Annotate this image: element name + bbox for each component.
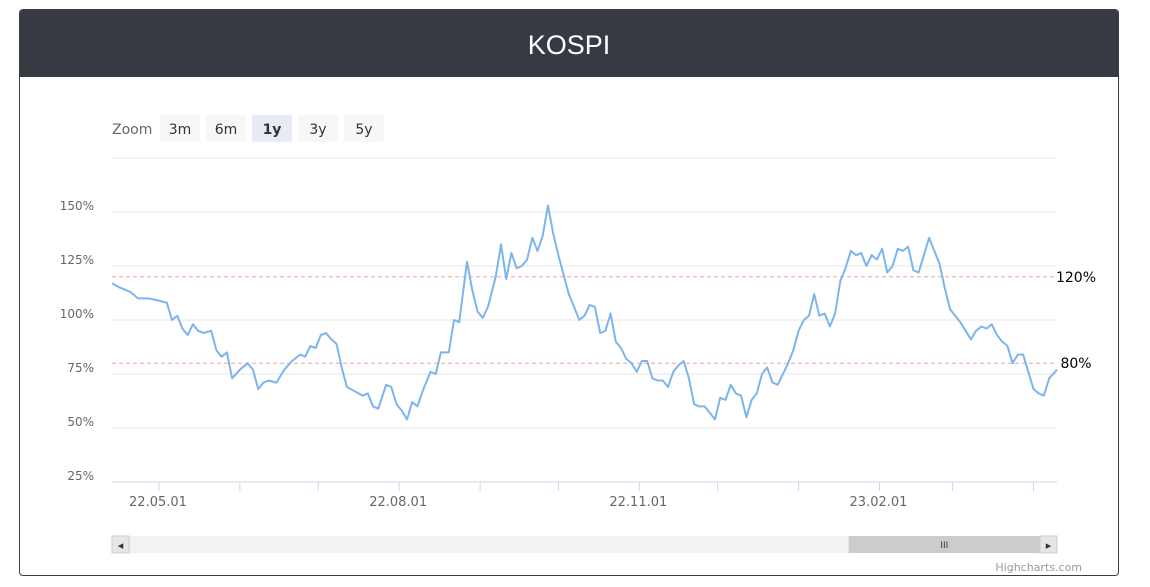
zoom-button-bg[interactable] (344, 115, 384, 142)
grid-lines (112, 157, 1057, 429)
zoom-button-label: 6m (215, 122, 238, 138)
zoom-button-label: 3m (169, 122, 192, 138)
zoom-button-label: 5y (355, 122, 372, 138)
series-line (111, 204, 1058, 421)
y-tick-label: 50% (67, 415, 94, 429)
scrollbar-grip-icon: III (940, 541, 948, 551)
zoom-button-3y[interactable]: 3y (298, 115, 338, 142)
plot-line-label: 80% (1060, 356, 1091, 372)
y-tick-label: 100% (60, 307, 94, 321)
x-tick-label: 22.11.01 (609, 495, 667, 510)
scroll-right-button[interactable] (1039, 535, 1058, 554)
y-tick-label: 75% (67, 361, 94, 375)
scroll-left-arrow-icon: ◂ (118, 539, 124, 552)
plot-lines: 120% 80% (112, 270, 1096, 372)
chart-title: KOSPI (20, 10, 1118, 77)
zoom-button-label: 1y (263, 122, 282, 138)
zoom-button-5y[interactable]: 5y (344, 115, 384, 142)
x-tick-label: 23.02.01 (850, 495, 908, 510)
x-tick-label: 22.05.01 (129, 495, 187, 510)
zoom-button-label: 3y (309, 122, 326, 138)
scroll-right-arrow-icon: ▸ (1046, 539, 1052, 552)
zoom-button-6m[interactable]: 6m (206, 115, 246, 142)
x-axis: 22.05.01 22.08.01 22.11.01 23.02.01 (112, 481, 1057, 510)
zoom-label: Zoom (112, 122, 152, 138)
scrollbar-track[interactable] (112, 536, 1057, 553)
scrollbar[interactable]: ◂ III ▸ (111, 535, 1058, 554)
zoom-button-1y[interactable]: 1y (252, 115, 292, 142)
zoom-button-bg[interactable] (160, 115, 200, 142)
scroll-left-button[interactable] (111, 535, 130, 554)
y-tick-label: 150% (60, 199, 94, 213)
plot-line-label: 120% (1056, 270, 1096, 286)
zoom-button-3m[interactable]: 3m (160, 115, 200, 142)
credits-link[interactable]: Highcharts.com (995, 561, 1082, 574)
zoom-controls: Zoom 3m 6m 1y 3y 5y (112, 115, 384, 142)
zoom-button-bg[interactable] (298, 115, 338, 142)
scrollbar-thumb[interactable] (848, 536, 1040, 553)
y-tick-label: 25% (67, 469, 94, 483)
zoom-button-bg[interactable] (252, 115, 292, 142)
x-tick-label: 22.08.01 (369, 495, 427, 510)
y-tick-label: 125% (60, 253, 94, 267)
y-axis: 25% 50% 75% 100% 125% 150% (60, 199, 94, 483)
zoom-button-bg[interactable] (206, 115, 246, 142)
